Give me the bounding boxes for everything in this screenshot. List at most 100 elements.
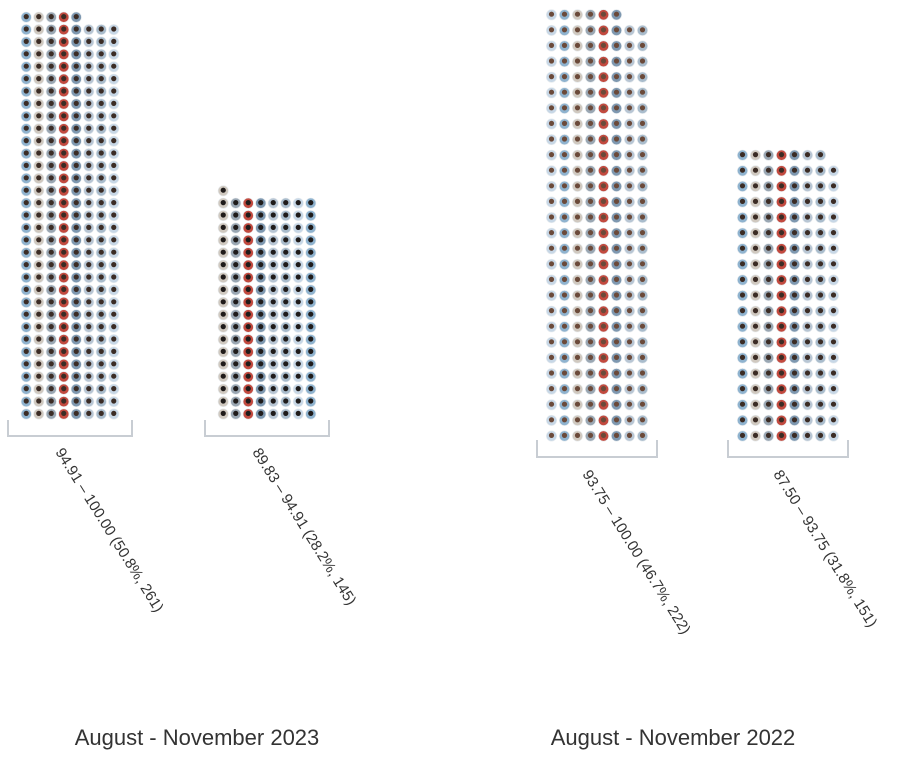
unit-dot-face <box>270 311 276 317</box>
unit-dot-face <box>752 292 759 298</box>
unit-dot-face <box>626 120 633 126</box>
unit-dot-face <box>778 167 785 173</box>
unit-dot-face <box>817 401 824 407</box>
unit-dot-face <box>626 432 633 438</box>
unit-dot-face <box>258 361 264 367</box>
unit-dot-face <box>587 11 594 17</box>
unit-dot-face <box>258 249 264 255</box>
unit-dot-face <box>48 410 54 416</box>
unit-dot-face <box>574 183 581 189</box>
unit-dot-face <box>61 88 67 94</box>
unit-dot-face <box>73 262 79 268</box>
unit-dot-face <box>791 183 798 189</box>
unit-dot-face <box>765 276 772 282</box>
unit-dot-face <box>804 167 811 173</box>
unit-dot-face <box>270 299 276 305</box>
unit-dot-face <box>639 292 646 298</box>
unit-dot-face <box>613 370 620 376</box>
unit-dot-face <box>270 361 276 367</box>
unit-dot-face <box>308 274 314 280</box>
unit-dot-face <box>111 324 117 330</box>
unit-dot-face <box>613 354 620 360</box>
unit-dot-face <box>739 417 746 423</box>
unit-dot-face <box>86 336 92 342</box>
unit-dot-face <box>295 200 301 206</box>
unit-dot-face <box>613 136 620 142</box>
unit-dot-face <box>561 183 568 189</box>
unit-dot-face <box>561 27 568 33</box>
unit-dot-face <box>73 76 79 82</box>
unit-dot-face <box>73 398 79 404</box>
unit-dot-face <box>587 261 594 267</box>
unit-dot-face <box>830 198 837 204</box>
unit-dot-face <box>587 198 594 204</box>
unit-dot-face <box>245 224 251 230</box>
unit-dot-face <box>817 308 824 314</box>
unit-dot-face <box>111 113 117 119</box>
unit-dot-face <box>804 230 811 236</box>
unit-dot-face <box>283 212 289 218</box>
unit-dot-face <box>111 88 117 94</box>
unit-dot-face <box>48 100 54 106</box>
unit-dot-face <box>61 138 67 144</box>
unit-dot-face <box>245 386 251 392</box>
unit-dot-face <box>61 249 67 255</box>
unit-dot-face <box>61 299 67 305</box>
unit-dot-face <box>245 274 251 280</box>
unit-dot-face <box>639 417 646 423</box>
unit-dot-face <box>295 274 301 280</box>
unit-dot-face <box>561 120 568 126</box>
unit-dot-face <box>600 42 607 49</box>
unit-dot-face <box>830 261 837 267</box>
unit-dot-face <box>111 187 117 193</box>
unit-dot-face <box>86 274 92 280</box>
unit-dot-face <box>561 292 568 298</box>
unit-dot-face <box>283 373 289 379</box>
unit-dot-face <box>308 398 314 404</box>
unit-dot-face <box>283 286 289 292</box>
unit-dot-face <box>778 276 785 282</box>
unit-dot-face <box>548 42 555 49</box>
unit-dot-face <box>765 152 772 158</box>
unit-dot-face <box>791 276 798 282</box>
unit-dot-face <box>739 386 746 392</box>
unit-dot-face <box>791 167 798 173</box>
unit-dot-face <box>73 336 79 342</box>
unit-dot-face <box>639 245 646 251</box>
unit-dot-face <box>98 100 104 106</box>
unit-dot-face <box>283 348 289 354</box>
unit-dot-face <box>48 224 54 230</box>
unit-dot-face <box>283 410 289 416</box>
unit-dot-face <box>561 432 568 438</box>
unit-dot-face <box>778 152 785 158</box>
unit-dot-face <box>283 361 289 367</box>
unit-dot-face <box>111 311 117 317</box>
unit-dot-face <box>98 336 104 342</box>
unit-dot-face <box>613 89 620 95</box>
unit-dot-face <box>283 274 289 280</box>
unit-dot-face <box>61 150 67 156</box>
unit-dot-face <box>587 214 594 220</box>
unit-dot-face <box>739 292 746 298</box>
unit-dot-face <box>548 230 555 236</box>
unit-dot-face <box>98 138 104 144</box>
unit-dot-face <box>308 386 314 392</box>
unit-dot-face <box>270 200 276 206</box>
unit-dot-face <box>111 175 117 181</box>
unit-dot-face <box>48 386 54 392</box>
unit-dot-face <box>61 361 67 367</box>
unit-dot-face <box>73 237 79 243</box>
unit-dot-face <box>245 262 251 268</box>
unit-dot-face <box>778 323 785 329</box>
unit-dot-face <box>752 167 759 173</box>
unit-dot-face <box>283 200 289 206</box>
unit-dot-face <box>778 245 785 251</box>
unit-dot-face <box>600 261 607 267</box>
unit-dot-face <box>245 410 251 416</box>
unit-dot-face <box>561 401 568 407</box>
unit-dot-face <box>73 348 79 354</box>
unit-dot-face <box>258 324 264 330</box>
unit-dot-face <box>752 308 759 314</box>
unit-dot-face <box>48 162 54 168</box>
unit-dot-face <box>36 100 42 106</box>
